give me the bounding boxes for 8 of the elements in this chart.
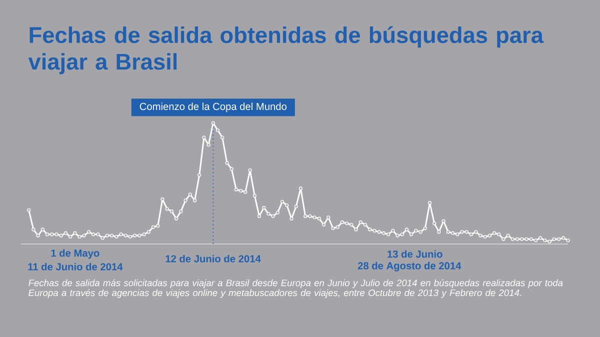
text: 12 de Junio de 2014 — [166, 254, 261, 262]
text: Fechas de salida más solicitadas para viajar a Brasil desde Europa en Junio y Julio de 2014 en búsquedas realizadas por toda Europa a través de agencias de viajes online y metabuscadores de viajes, entre Octubre de 2013 y Febrero de 2014. — [28, 279, 563, 298]
annotation: Comienzo de la Copa del Mundo — [140, 102, 286, 112]
text: 13 de Junio — [388, 250, 442, 258]
text: 1 de Mayo — [51, 249, 100, 259]
chart-title: Fechas de salida obtenidas de búsquedas para viajar a Brasil — [28, 26, 544, 74]
text: 11 de Junio de 2014 — [28, 262, 123, 270]
text: 28 de Agosto de 2014 — [358, 262, 462, 272]
